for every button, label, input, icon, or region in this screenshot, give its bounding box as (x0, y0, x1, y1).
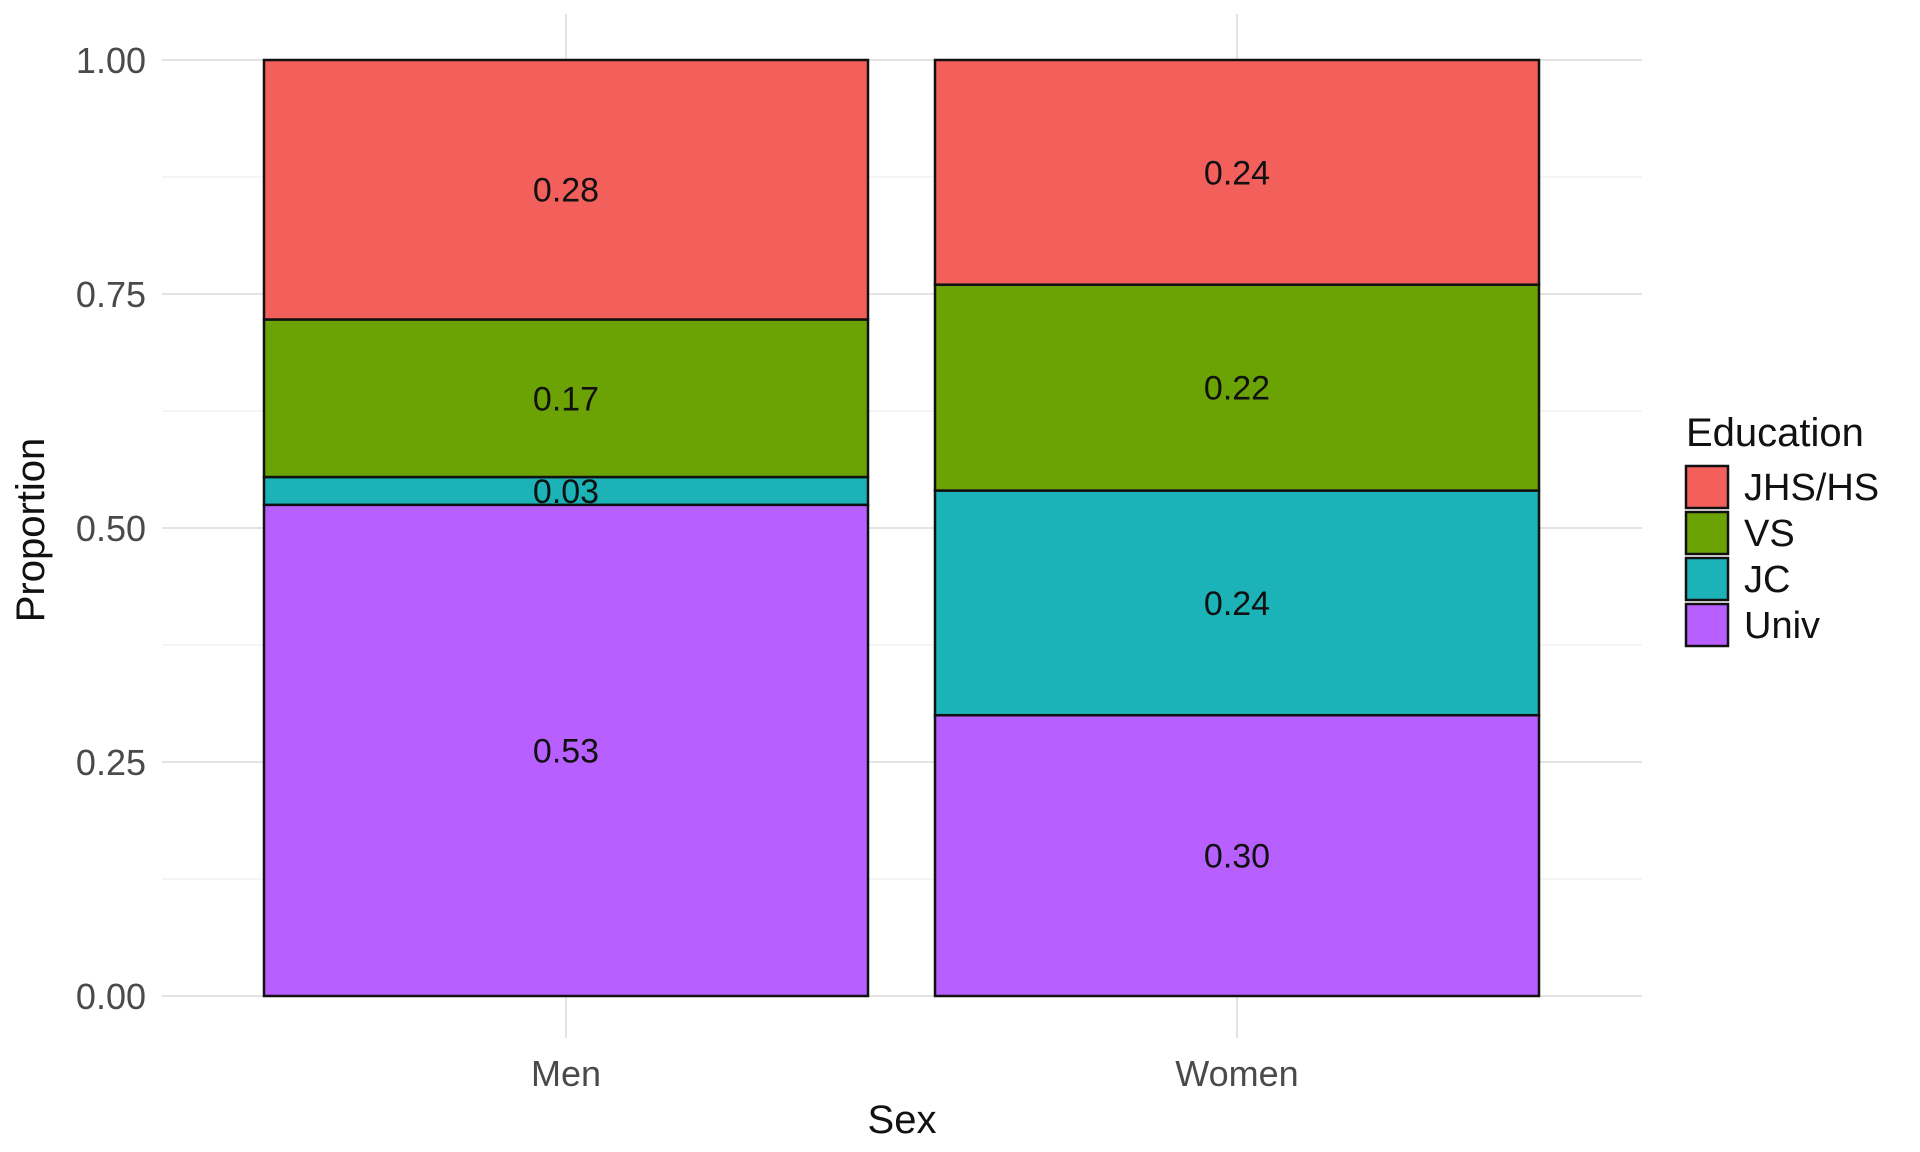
legend-label: Univ (1744, 605, 1820, 647)
bar-segment-univ-women (933, 713, 1541, 998)
legend-label: VS (1744, 513, 1795, 555)
bar-segment-jhs-hs-men (262, 58, 870, 321)
y-tick-label: 0.50 (76, 508, 146, 549)
bar-segment-vs-women (933, 283, 1541, 492)
bar-segment-label: 0.24 (1204, 154, 1270, 192)
bar-segment-label: 0.17 (533, 380, 599, 418)
x-tick-label: Men (531, 1053, 601, 1094)
legend-key-jc (1684, 556, 1730, 602)
legend-key-jhs-hs (1684, 464, 1730, 510)
y-tick-label: 1.00 (76, 40, 146, 81)
x-tick-label: Women (1175, 1053, 1298, 1094)
bar-segment-label: 0.24 (1204, 585, 1270, 623)
y-axis-ticks: 0.00 0.25 0.50 0.75 1.00 (76, 40, 146, 1017)
legend-label: JHS/HS (1744, 467, 1879, 509)
x-axis-ticks: Men Women (531, 1053, 1299, 1094)
bar-segment-label: 0.53 (533, 732, 599, 770)
legend-label: JC (1744, 559, 1790, 601)
bar-segment-label: 0.28 (533, 172, 599, 210)
bar-segment-univ-men (262, 503, 870, 998)
y-axis-title: Proportion (9, 438, 53, 623)
bar-segment-label: 0.03 (533, 473, 599, 511)
y-tick-label: 0.00 (76, 976, 146, 1017)
bar-segment-jhs-hs-women (933, 58, 1541, 286)
bars (262, 58, 1541, 998)
y-tick-label: 0.75 (76, 274, 146, 315)
bar-segment-jc-men (262, 475, 870, 507)
bar-segment-label: 0.30 (1204, 838, 1270, 876)
bar-segment-jc-women (933, 489, 1541, 717)
segment-labels: 0.53 0.03 0.17 0.28 0.30 0.24 0.22 0.24 (533, 154, 1270, 875)
legend-key-univ (1684, 602, 1730, 648)
legend-key-vs (1684, 510, 1730, 556)
legend-title: Education (1686, 411, 1864, 455)
bar-segment-vs-men (262, 318, 870, 479)
bar-segment-label: 0.22 (1204, 370, 1270, 408)
x-axis-title: Sex (868, 1098, 937, 1142)
y-tick-label: 0.25 (76, 742, 146, 783)
